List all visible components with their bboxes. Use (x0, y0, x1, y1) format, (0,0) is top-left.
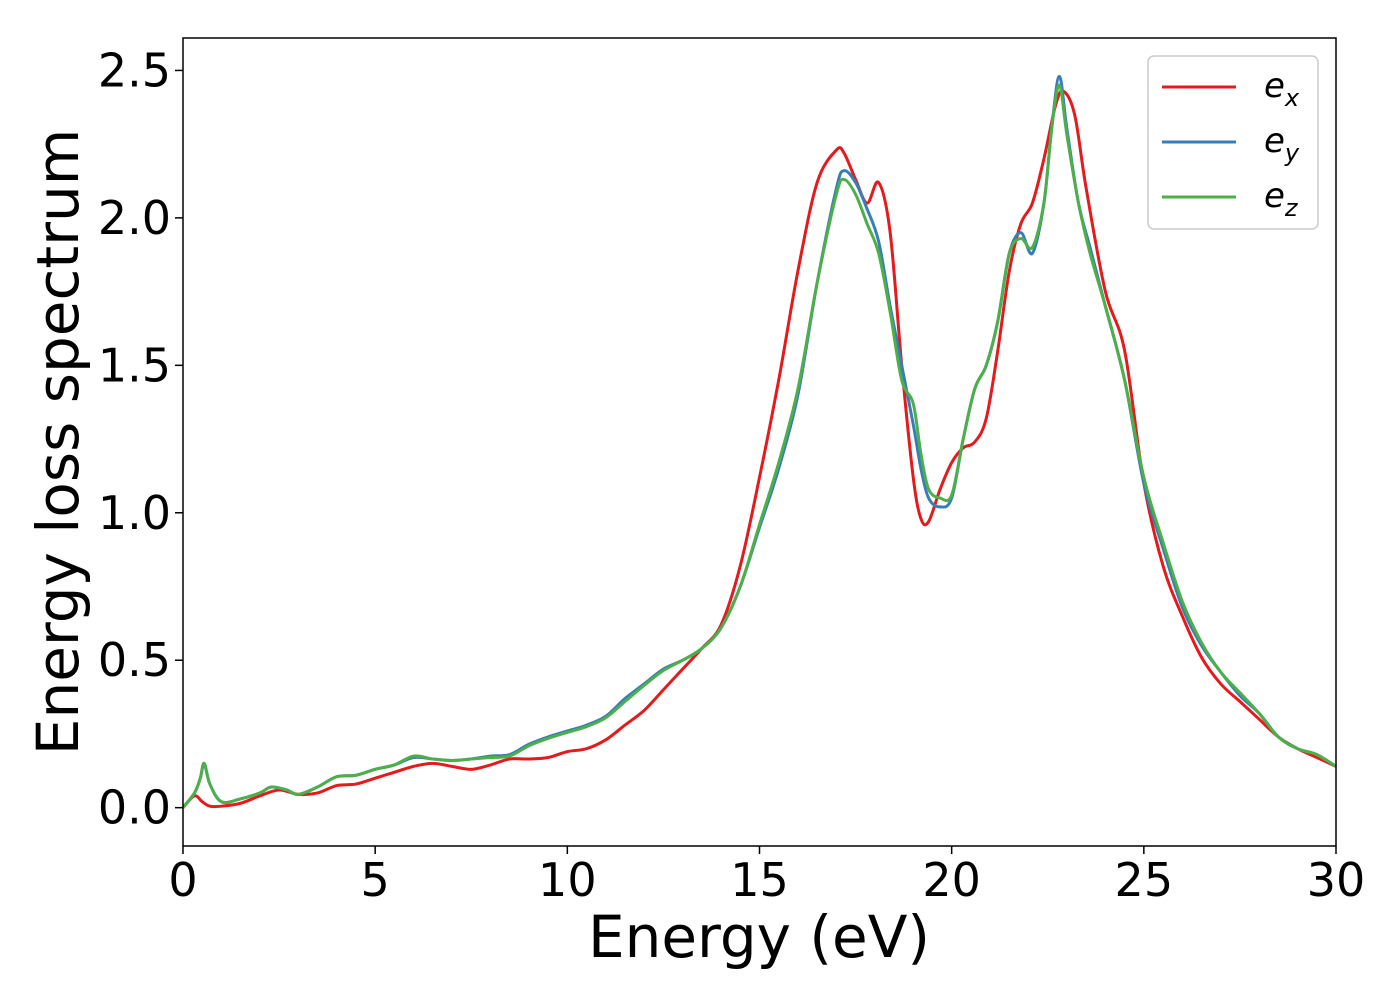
series-line-z (181, 83, 1337, 809)
y-axis-ticks: 0.0 0.5 1.0 1.5 2.0 2.5 (98, 43, 183, 835)
y-tick-label: 2.5 (98, 43, 171, 97)
x-tick-label: 15 (730, 853, 789, 907)
y-axis-label: Energy loss spectrum (24, 129, 92, 755)
x-axis-ticks: 0 5 10 15 20 25 30 (168, 846, 1365, 907)
x-tick-label: 30 (1307, 853, 1366, 907)
x-tick-label: 25 (1115, 853, 1174, 907)
x-tick-label: 10 (538, 853, 597, 907)
y-tick-label: 0.0 (98, 781, 171, 835)
y-tick-label: 1.0 (98, 486, 171, 540)
series-line-x (181, 89, 1337, 809)
series-layer (181, 74, 1337, 809)
y-tick-label: 2.0 (98, 191, 171, 245)
x-axis-label: Energy (eV) (588, 903, 930, 971)
y-tick-label: 1.5 (98, 338, 171, 392)
x-tick-label: 0 (168, 853, 197, 907)
x-tick-label: 20 (922, 853, 981, 907)
plot-area (183, 38, 1336, 846)
x-tick-label: 5 (361, 853, 390, 907)
y-tick-label: 0.5 (98, 633, 171, 687)
